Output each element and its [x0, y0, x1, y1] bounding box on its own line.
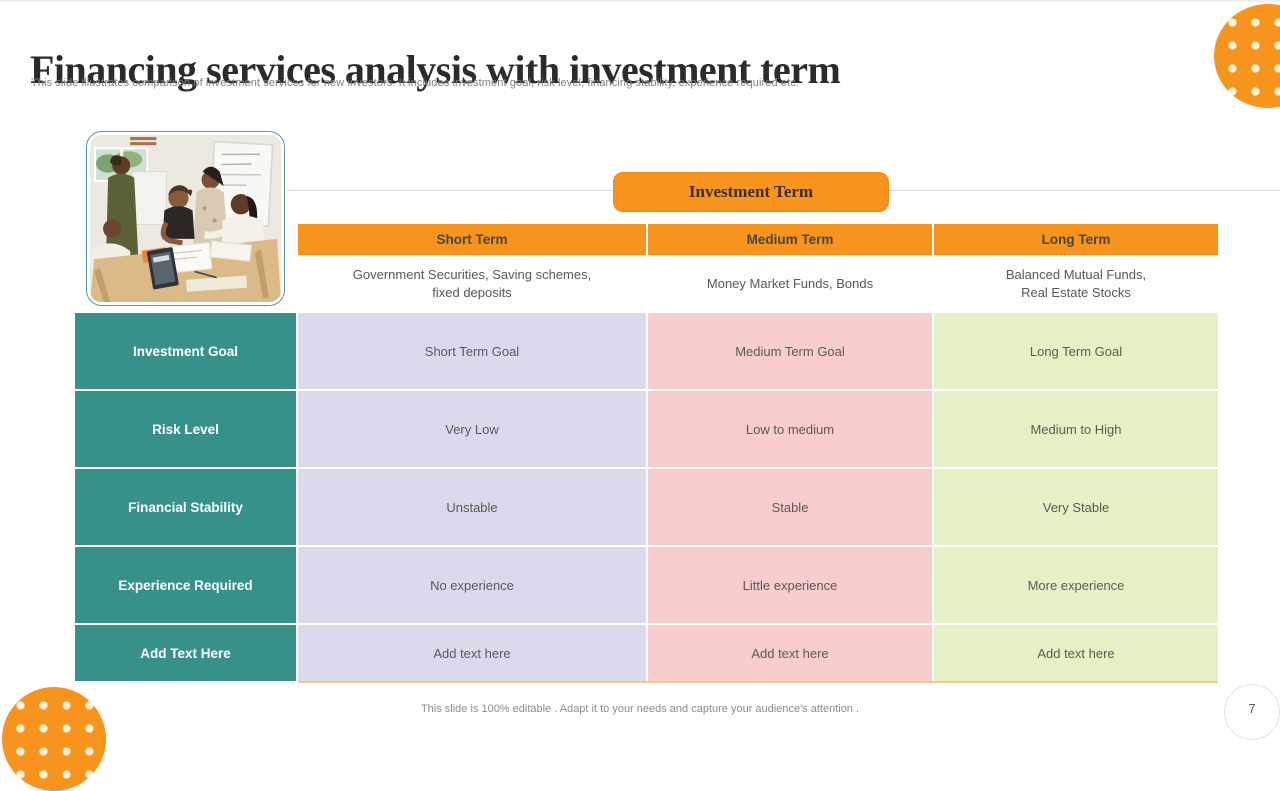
value-cell: Medium Term Goal — [648, 313, 932, 389]
row-label-financial-stability: Financial Stability — [75, 469, 296, 545]
value-cell: Medium to High — [934, 391, 1218, 467]
value-cell: Low to medium — [648, 391, 932, 467]
page-number-badge: 7 — [1224, 684, 1280, 740]
value-cell: Very Low — [298, 391, 646, 467]
page-number: 7 — [1248, 701, 1256, 716]
row-label-add-text-here: Add Text Here — [75, 625, 296, 681]
header-cell-short-term: Short Term — [298, 224, 646, 255]
investment-term-callout: Investment Term — [613, 172, 889, 212]
dotted-circle-decoration-top-right — [1214, 4, 1280, 108]
value-cell: Little experience — [648, 547, 932, 623]
value-cell: Add text here — [934, 625, 1218, 681]
value-cell: Unstable — [298, 469, 646, 545]
products-cell-medium-term: Money Market Funds, Bonds — [648, 257, 932, 311]
slide-top-border — [0, 0, 1280, 2]
table-bottom-accent-line — [298, 681, 1218, 683]
header-cell-long-term: Long Term — [934, 224, 1218, 255]
investment-comparison-table: Short Term Medium Term Long Term Governm… — [75, 224, 1218, 681]
value-cell: Add text here — [298, 625, 646, 681]
row-label-risk-level: Risk Level — [75, 391, 296, 467]
products-cell-short-term: Government Securities, Saving schemes, f… — [298, 257, 646, 311]
team-photo-illustration — [90, 135, 281, 302]
footer-note: This slide is 100% editable . Adapt it t… — [420, 703, 860, 715]
value-cell: More experience — [934, 547, 1218, 623]
value-cell: No experience — [298, 547, 646, 623]
value-cell: Long Term Goal — [934, 313, 1218, 389]
value-cell: Short Term Goal — [298, 313, 646, 389]
value-cell: Add text here — [648, 625, 932, 681]
value-cell: Very Stable — [934, 469, 1218, 545]
slide-subtitle: This slide illustrates comparison of inv… — [31, 77, 799, 89]
header-cell-medium-term: Medium Term — [648, 224, 932, 255]
value-cell: Stable — [648, 469, 932, 545]
row-label-experience-required: Experience Required — [75, 547, 296, 623]
row-label-investment-goal: Investment Goal — [75, 313, 296, 389]
page-title: Financing services analysis with investm… — [30, 46, 841, 92]
team-photo-frame — [86, 131, 285, 306]
products-cell-long-term: Balanced Mutual Funds, Real Estate Stock… — [934, 257, 1218, 311]
